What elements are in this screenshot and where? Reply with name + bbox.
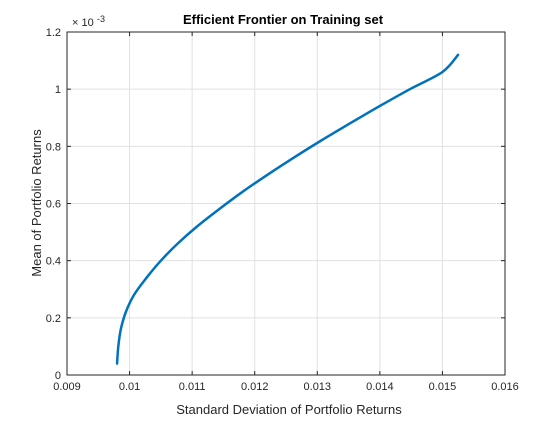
chart-title: Efficient Frontier on Training set: [183, 12, 384, 27]
frontier-line: [115, 53, 460, 365]
y-axis-label: Mean of Portfolio Returns: [29, 129, 44, 277]
y-tick-label: 0: [55, 370, 61, 382]
tick-layer: 0.009 0.01 0.011 0.012 0.013 0.014 0.015 0.016 0…: [46, 27, 519, 393]
x-tick-label: 0.016: [491, 381, 519, 393]
x-tick-label: 0.012: [241, 381, 269, 393]
x-tick-label: 0.011: [179, 381, 206, 393]
x-axis-label: Standard Deviation of Portfolio Returns: [176, 402, 402, 417]
x-tick-label: 0.014: [366, 381, 394, 393]
y-tick-label: 0.8: [46, 141, 61, 153]
y-exponent-power: -3: [97, 14, 105, 24]
y-tick-label: 0.2: [46, 313, 61, 325]
y-tick-label: 0.6: [46, 199, 61, 211]
y-tick-label: 0.4: [46, 256, 61, 268]
x-tick-label: 0.013: [304, 381, 332, 393]
y-tick-label: 1.2: [46, 27, 61, 39]
y-exponent-base: × 10: [72, 17, 94, 29]
x-tick-label: 0.015: [429, 381, 457, 393]
x-tick-label: 0.009: [53, 381, 81, 393]
y-tick-label: 1: [55, 84, 61, 96]
axes-box: [66, 31, 506, 376]
x-tick-label: 0.01: [119, 381, 140, 393]
